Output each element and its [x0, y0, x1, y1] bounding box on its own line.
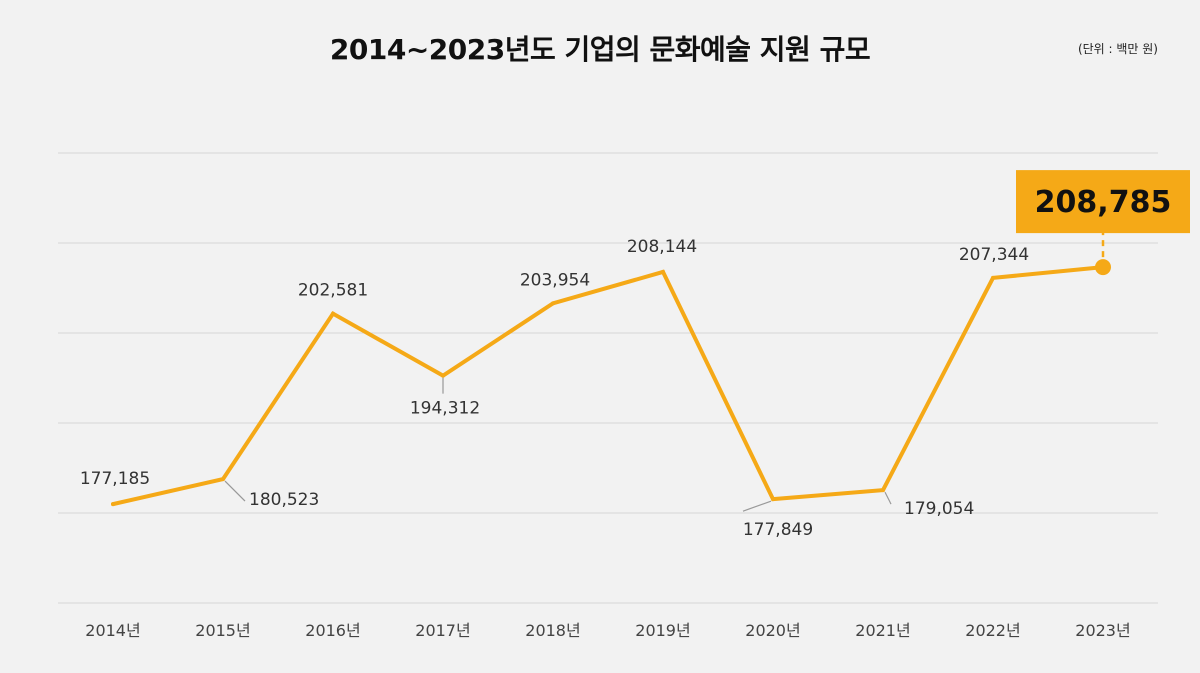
data-label-8: 207,344	[959, 245, 1029, 265]
data-point-6	[771, 497, 775, 502]
data-point-8	[991, 275, 995, 280]
highlight-box	[1016, 170, 1190, 234]
data-point-9	[1095, 259, 1111, 276]
unit-label: (단위 : 백만 원)	[1077, 42, 1158, 56]
x-tick-label-0: 2014년	[85, 621, 140, 640]
data-point-0	[111, 502, 115, 507]
leader-line-1	[224, 480, 246, 502]
x-tick-label-5: 2019년	[635, 621, 690, 640]
x-tick-label-2: 2016년	[305, 621, 360, 640]
chart-title: 2014~2023년도 기업의 문화예술 지원 규모	[329, 33, 871, 66]
x-tick-label-3: 2017년	[415, 621, 470, 640]
data-point-5	[661, 269, 665, 274]
x-tick-label-6: 2020년	[745, 621, 800, 640]
data-point-2	[331, 311, 335, 316]
data-point-3	[441, 373, 445, 378]
x-tick-label-9: 2023년	[1075, 621, 1130, 640]
highlight-value-label: 208,785	[1035, 185, 1172, 220]
leader-line-7	[884, 491, 892, 505]
data-label-5: 208,144	[627, 237, 697, 257]
x-tick-label-8: 2022년	[965, 621, 1020, 640]
data-label-4: 203,954	[520, 270, 590, 290]
data-label-0: 177,185	[80, 469, 150, 489]
data-label-3: 194,312	[410, 399, 480, 419]
x-tick-label-7: 2021년	[855, 621, 910, 640]
data-point-4	[551, 301, 555, 306]
data-label-2: 202,581	[298, 281, 368, 301]
x-tick-label-1: 2015년	[195, 621, 250, 640]
data-label-6: 177,849	[743, 520, 813, 540]
data-point-1	[221, 477, 225, 482]
x-tick-label-4: 2018년	[525, 621, 580, 640]
data-label-7: 179,054	[904, 499, 974, 519]
data-point-7	[881, 488, 885, 493]
series-line	[111, 265, 1105, 507]
leader-line-6	[742, 500, 772, 512]
data-label-1: 180,523	[249, 490, 319, 510]
